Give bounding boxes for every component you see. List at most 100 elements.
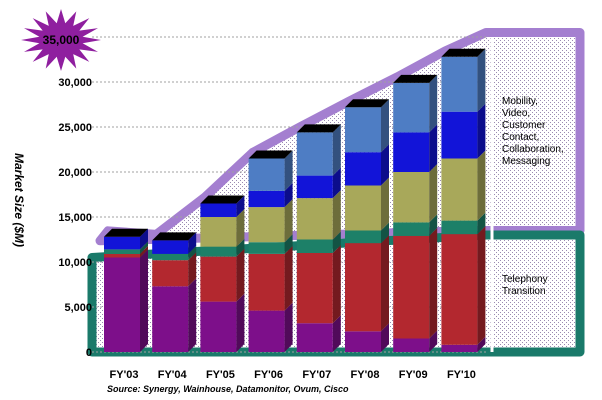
bar-segment-7-1	[441, 226, 486, 345]
bar-side	[477, 48, 486, 112]
bar-side	[236, 209, 245, 247]
bar-side	[188, 278, 197, 352]
stacked-bars	[104, 48, 486, 352]
bar-front	[200, 256, 237, 302]
bar-side	[332, 124, 341, 176]
lower-region-label: Telephony Transition	[502, 274, 548, 297]
bar-side	[284, 199, 293, 243]
bar-segment-3-3	[248, 199, 293, 243]
bar-side	[284, 182, 293, 208]
bar-cap-4	[296, 124, 341, 133]
bar-side	[332, 190, 341, 240]
x-axis-ticks: FY'03 FY'04 FY'05 FY'06 FY'07 FY'08 FY'09 FY'10	[110, 369, 476, 381]
bar-segment-2-1	[200, 248, 245, 302]
upper-region-line-1: Mobility,	[502, 96, 538, 107]
bar-segment-3-1	[248, 245, 293, 311]
bar-segment-6-5	[393, 74, 438, 133]
bar-side	[188, 252, 197, 287]
lower-region-line-1: Telephony	[502, 274, 548, 285]
bar-side	[477, 150, 486, 221]
x-tick-label-7: FY'10	[447, 369, 476, 381]
bar-side	[381, 235, 389, 332]
y-axis-ticks: 0 5,000 10,000 15,000 20,000 25,000 30,000	[58, 77, 92, 359]
star-label: 35,000	[43, 33, 80, 47]
bar-front	[393, 338, 430, 352]
bar-front	[441, 234, 478, 345]
bar-segment-4-1	[296, 245, 341, 324]
bar-segment-3-5	[248, 150, 293, 191]
bar-segment-5-0	[345, 323, 389, 352]
bar-cap-6	[393, 74, 438, 83]
bar-front	[200, 301, 237, 352]
bar-front	[345, 107, 381, 153]
bar-side	[236, 238, 245, 257]
bar-side	[381, 323, 389, 352]
bar-segment-3-4	[248, 182, 293, 208]
bar-segment-0-2	[104, 241, 148, 254]
bar-side	[381, 99, 389, 153]
bar-front	[248, 253, 285, 311]
x-tick-label-5: FY'08	[351, 369, 380, 381]
bar-front	[296, 253, 333, 324]
bar-segment-7-0	[441, 336, 486, 352]
bar-front	[441, 158, 478, 221]
bar-side	[284, 150, 293, 191]
bar-front	[345, 185, 381, 231]
bar-side	[332, 167, 341, 199]
bar-side	[284, 245, 293, 311]
bar-side	[284, 234, 293, 254]
y-tick-label-6: 30,000	[58, 77, 92, 89]
bar-segment-6-4	[393, 124, 438, 172]
upper-region-line-3: Customer	[502, 120, 546, 131]
bar-front	[296, 198, 333, 240]
bar-cap-5	[345, 99, 389, 108]
bar-side	[429, 214, 438, 236]
bar-segment-2-2	[200, 238, 245, 257]
bar-segment-7-4	[441, 103, 486, 159]
bar-segment-5-4	[345, 144, 389, 186]
bar-front	[152, 253, 189, 261]
bar-side	[332, 315, 341, 352]
bar-front	[345, 152, 381, 186]
bar-segment-2-4	[200, 195, 245, 217]
bar-side	[188, 245, 197, 261]
upper-region-line-5: Collaboration,	[502, 144, 564, 155]
bar-front	[393, 235, 430, 339]
lower-region-line-2: Transition	[502, 286, 546, 297]
bar-side	[429, 164, 438, 223]
bar-segment-2-3	[200, 209, 245, 247]
bar-segment-3-0	[248, 302, 293, 352]
bar-front	[152, 240, 189, 254]
bar-front	[104, 257, 140, 352]
bar-segment-1-4	[152, 232, 197, 254]
bar-front	[152, 260, 189, 287]
bar-front	[248, 190, 285, 208]
y-tick-label-0: 0	[86, 347, 92, 359]
bar-cap-1	[152, 232, 197, 241]
bar-cap-0	[104, 228, 148, 237]
bar-side	[429, 124, 438, 172]
bar-side	[140, 228, 148, 250]
bar-front	[104, 236, 140, 250]
y-tick-label-1: 5,000	[64, 302, 92, 314]
bar-segment-0-1	[104, 245, 148, 258]
bar-front	[248, 158, 285, 191]
bar-segment-4-2	[296, 231, 341, 253]
bar-front	[441, 344, 478, 352]
bar-front	[200, 217, 237, 247]
bar-front	[441, 56, 478, 112]
bar-front	[296, 239, 333, 253]
bar-segment-2-0	[200, 293, 245, 352]
bar-front	[393, 172, 430, 223]
bar-side	[477, 336, 486, 352]
bar-front	[296, 175, 333, 199]
bar-front	[345, 243, 381, 332]
bar-segment-1-0	[152, 278, 197, 352]
bar-side	[477, 212, 486, 235]
bar-side	[284, 302, 293, 352]
bar-segment-6-3	[393, 164, 438, 223]
bar-segment-5-2	[345, 222, 389, 244]
bar-side	[332, 231, 341, 253]
bar-front	[296, 323, 333, 352]
